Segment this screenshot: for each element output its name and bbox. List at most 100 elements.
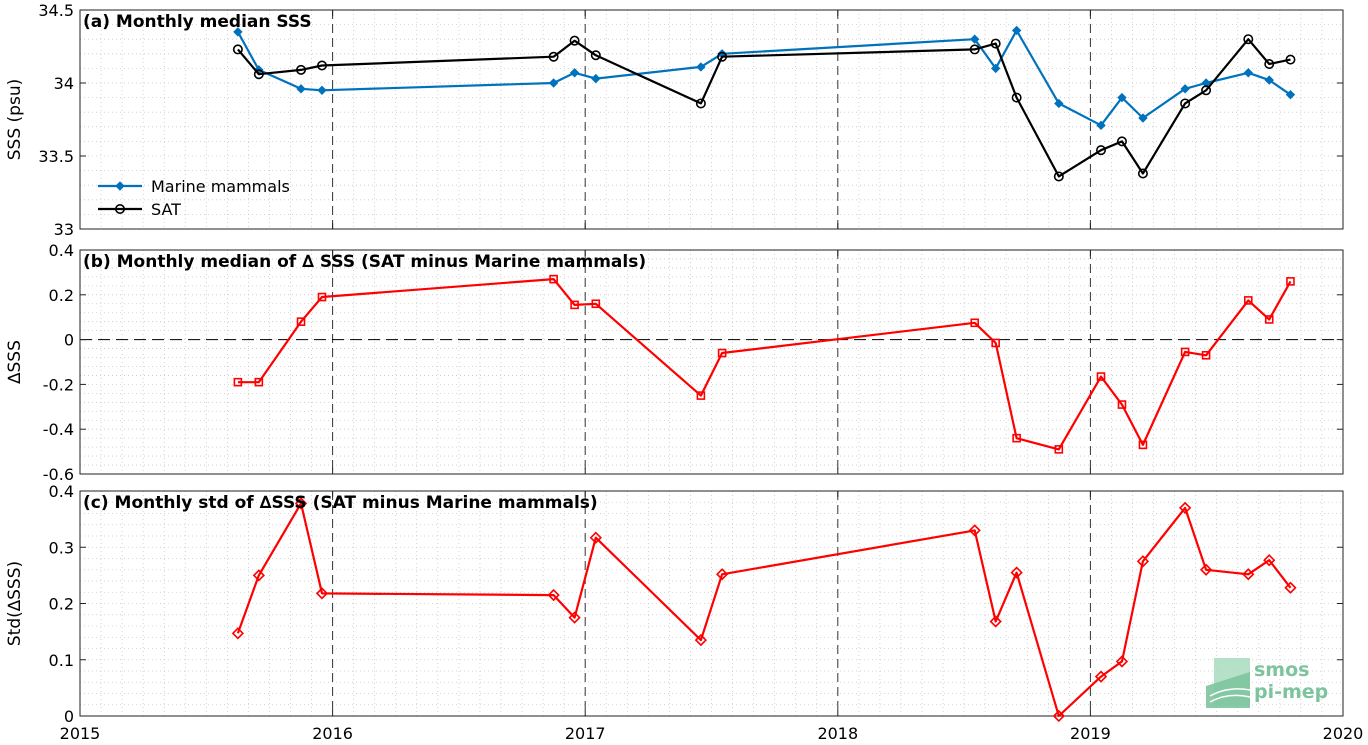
data-point bbox=[715, 568, 729, 581]
data-point bbox=[1285, 89, 1296, 100]
data-point bbox=[254, 377, 264, 387]
data-point bbox=[568, 611, 581, 624]
y-tick-label: 0.4 bbox=[49, 241, 74, 260]
y-axis-label: Std(∆SSS) bbox=[5, 561, 25, 646]
data-point bbox=[1138, 113, 1148, 123]
x-tick-label: 2017 bbox=[565, 724, 606, 743]
y-tick-label: -0.2 bbox=[43, 375, 74, 394]
data-point bbox=[1284, 581, 1297, 594]
y-tick-label: 33 bbox=[54, 220, 74, 239]
data-point bbox=[1264, 59, 1275, 70]
series-line bbox=[237, 38, 1291, 178]
data-point bbox=[569, 35, 580, 46]
y-tick-label: 0.2 bbox=[49, 286, 74, 305]
y-tick-label: -0.6 bbox=[43, 465, 74, 484]
legend-label: Marine mammals bbox=[151, 177, 290, 196]
data-point bbox=[696, 391, 706, 400]
data-point bbox=[968, 524, 981, 537]
series-0 bbox=[231, 497, 1297, 723]
data-point bbox=[1116, 136, 1127, 147]
data-point bbox=[296, 64, 307, 75]
logo-graphic bbox=[1206, 658, 1251, 708]
data-point bbox=[1136, 555, 1150, 568]
y-tick-label: 34 bbox=[54, 74, 74, 93]
y-tick-label: 33.5 bbox=[38, 147, 74, 166]
data-point bbox=[970, 318, 980, 328]
panel-title: (b) Monthly median of ∆ SSS (SAT minus M… bbox=[83, 252, 646, 272]
data-point bbox=[695, 98, 706, 109]
data-point bbox=[1286, 277, 1295, 286]
data-point bbox=[1201, 85, 1212, 96]
data-point bbox=[1011, 25, 1022, 36]
data-point bbox=[570, 300, 579, 310]
data-point bbox=[549, 274, 558, 284]
y-tick-label: 0.1 bbox=[49, 651, 74, 670]
data-point bbox=[232, 44, 243, 55]
y-tick-label: 34.5 bbox=[38, 1, 74, 20]
series-line bbox=[237, 278, 1292, 451]
data-point bbox=[1053, 171, 1064, 182]
panel-title: (a) Monthly median SSS bbox=[83, 12, 312, 32]
y-tick-label: 0.4 bbox=[49, 482, 74, 501]
series-1 bbox=[232, 34, 1296, 182]
y-axis-label: ∆SSS bbox=[5, 340, 25, 385]
data-point bbox=[591, 299, 601, 309]
x-tick-label: 2016 bbox=[312, 724, 353, 743]
data-point bbox=[1263, 554, 1276, 567]
data-point bbox=[1180, 98, 1191, 109]
data-point bbox=[296, 84, 306, 94]
major-grid bbox=[332, 250, 1091, 474]
data-point bbox=[296, 317, 306, 326]
data-point bbox=[1264, 75, 1274, 85]
data-point bbox=[548, 78, 559, 88]
data-point bbox=[1096, 372, 1106, 381]
data-point bbox=[1094, 670, 1108, 683]
data-point bbox=[1285, 54, 1296, 65]
data-point bbox=[233, 377, 243, 387]
legend-label: SAT bbox=[151, 200, 181, 219]
data-point bbox=[696, 62, 706, 72]
data-point bbox=[694, 633, 708, 647]
data-point bbox=[1243, 34, 1254, 45]
y-tick-label: -0.4 bbox=[43, 420, 74, 439]
data-point bbox=[317, 85, 327, 96]
minor-grid bbox=[80, 491, 1343, 717]
major-grid bbox=[332, 491, 1091, 716]
data-point bbox=[1010, 566, 1023, 579]
data-point bbox=[315, 587, 329, 600]
data-point bbox=[1242, 568, 1255, 581]
data-point bbox=[1054, 98, 1064, 109]
y-axis-label: SSS (psu) bbox=[5, 79, 25, 160]
y-tick-label: 0.2 bbox=[49, 595, 74, 614]
data-point bbox=[1264, 315, 1274, 324]
y-tick-label: 0 bbox=[64, 707, 74, 726]
x-tick-label: 2020 bbox=[1323, 724, 1364, 743]
data-point bbox=[1180, 347, 1190, 357]
data-point bbox=[717, 51, 728, 62]
data-point bbox=[115, 181, 125, 191]
x-tick-label: 2019 bbox=[1070, 724, 1111, 743]
data-point bbox=[717, 348, 727, 358]
data-point bbox=[590, 50, 601, 61]
data-point bbox=[1180, 84, 1190, 94]
data-point bbox=[1178, 501, 1192, 515]
y-tick-label: 0 bbox=[64, 331, 74, 350]
data-point bbox=[1096, 145, 1107, 156]
y-tick-label: 0.3 bbox=[49, 538, 74, 557]
data-point bbox=[1117, 92, 1127, 103]
panels: 33 33.5 34 34.5 SSS (psu) (a) Monthly median … bbox=[5, 1, 1363, 743]
axes-box bbox=[79, 249, 1344, 475]
data-point bbox=[1243, 68, 1253, 78]
axes-box bbox=[79, 9, 1344, 230]
x-tick-label: 2018 bbox=[817, 724, 858, 743]
data-point bbox=[547, 588, 560, 602]
panel-title: (c) Monthly std of ∆SSS (SAT minus Marin… bbox=[83, 493, 598, 513]
data-point bbox=[316, 60, 327, 71]
data-point bbox=[1011, 92, 1022, 103]
series-0 bbox=[233, 274, 1295, 454]
legend: Marine mammals SAT bbox=[98, 177, 290, 219]
data-point bbox=[317, 292, 327, 302]
data-point bbox=[1138, 440, 1148, 450]
data-point bbox=[991, 338, 1000, 348]
